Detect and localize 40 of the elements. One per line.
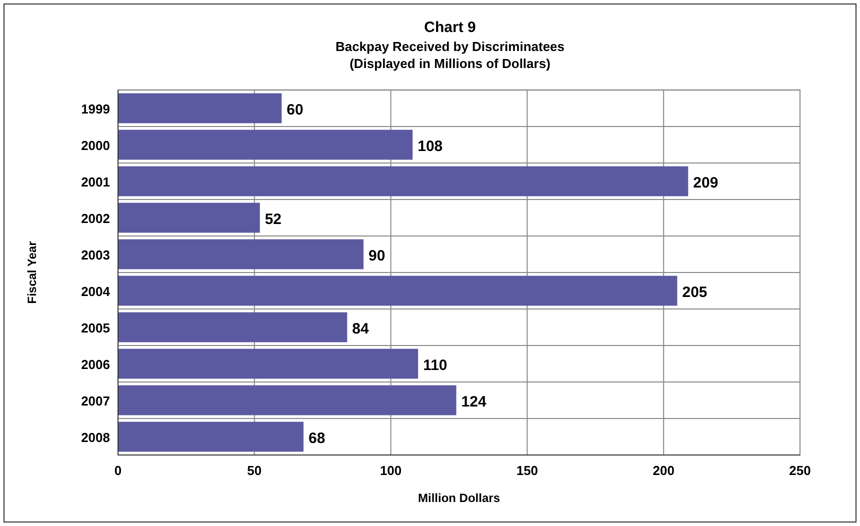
y-tick-label: 2007 (81, 393, 110, 408)
y-tick-label: 2001 (81, 174, 110, 190)
bar (118, 385, 456, 416)
x-tick-label: 250 (789, 463, 811, 478)
data-label: 90 (368, 247, 386, 264)
y-tick-label: 2002 (81, 210, 110, 226)
x-tick-label: 200 (652, 463, 674, 478)
x-tick-label: 150 (516, 463, 538, 478)
y-tick-label: 2006 (81, 356, 110, 372)
bar (118, 166, 688, 196)
data-label: 110 (423, 356, 448, 374)
y-tick-label: 2005 (81, 320, 110, 336)
x-axis-title: Million Dollars (418, 491, 500, 505)
y-tick-label: 2004 (81, 284, 111, 299)
data-label: 108 (418, 138, 443, 155)
x-tick-label: 0 (114, 463, 122, 478)
y-tick-label: 2000 (81, 138, 110, 153)
y-tick-label: 1999 (81, 101, 110, 116)
data-label: 205 (682, 284, 708, 301)
bar (118, 239, 364, 270)
bar (118, 202, 260, 233)
y-tick-label: 2008 (81, 430, 110, 445)
x-tick-label: 50 (247, 463, 262, 478)
y-axis-title: Fiscal Year (25, 240, 39, 304)
x-tick-label: 100 (380, 463, 402, 478)
chart-subtitle: Backpay Received by Discriminatees (Displayed in Millions of Dollars) (335, 39, 565, 71)
bar (118, 422, 304, 452)
bar (118, 93, 282, 124)
data-label: 60 (286, 101, 304, 118)
chart-title: Chart 9 (424, 19, 476, 36)
data-label: 209 (693, 174, 718, 192)
bar (118, 130, 413, 160)
data-label: 68 (308, 430, 326, 447)
data-label: 84 (352, 320, 370, 338)
data-label: 52 (264, 210, 282, 228)
bar (118, 312, 348, 342)
data-label: 124 (461, 393, 487, 410)
y-tick-label: 2003 (81, 247, 110, 262)
bar (118, 348, 418, 379)
bar (118, 276, 678, 306)
